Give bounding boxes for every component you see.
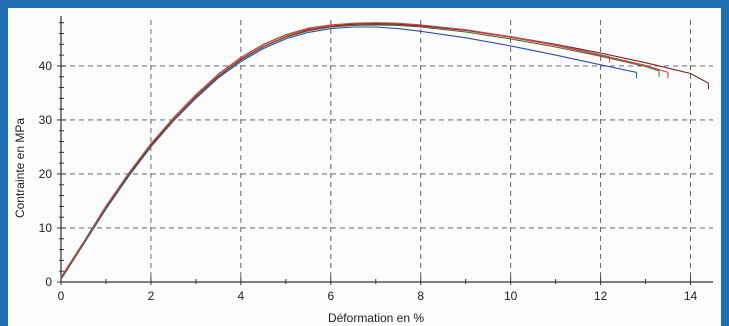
y-tick-label: 10 <box>39 221 53 235</box>
x-tick-label: 10 <box>504 289 518 303</box>
stress-strain-chart: 0 2 4 6 8 10 12 14 0 10 20 30 40 Contrainte en MPa D… <box>13 16 713 325</box>
x-tick-label: 0 <box>58 289 65 303</box>
y-tick-label: 20 <box>39 167 53 181</box>
series-lines <box>60 22 710 280</box>
x-tick-label: 14 <box>684 289 698 303</box>
chart-frame: 0 2 4 6 8 10 12 14 0 10 20 30 40 Contrainte en MPa D… <box>8 8 721 326</box>
series-line-4 <box>60 24 660 279</box>
x-axis-label: Déformation en % <box>328 311 424 325</box>
series-line-5 <box>60 22 610 278</box>
x-tick-label: 8 <box>417 289 424 303</box>
series-line-1 <box>60 26 637 280</box>
tick-labels: 0 2 4 6 8 10 12 14 0 10 20 30 40 <box>39 59 698 303</box>
x-tick-label: 6 <box>327 289 334 303</box>
y-tick-label: 0 <box>45 275 52 289</box>
x-tick-label: 12 <box>594 289 608 303</box>
y-tick-label: 40 <box>39 59 53 73</box>
series-line-2 <box>60 22 669 278</box>
y-tick-label: 30 <box>39 113 53 127</box>
x-tick-label: 2 <box>148 289 155 303</box>
x-tick-label: 4 <box>238 289 245 303</box>
y-axis-label: Contrainte en MPa <box>13 118 27 218</box>
series-line-3 <box>60 23 709 280</box>
axes <box>57 16 713 285</box>
